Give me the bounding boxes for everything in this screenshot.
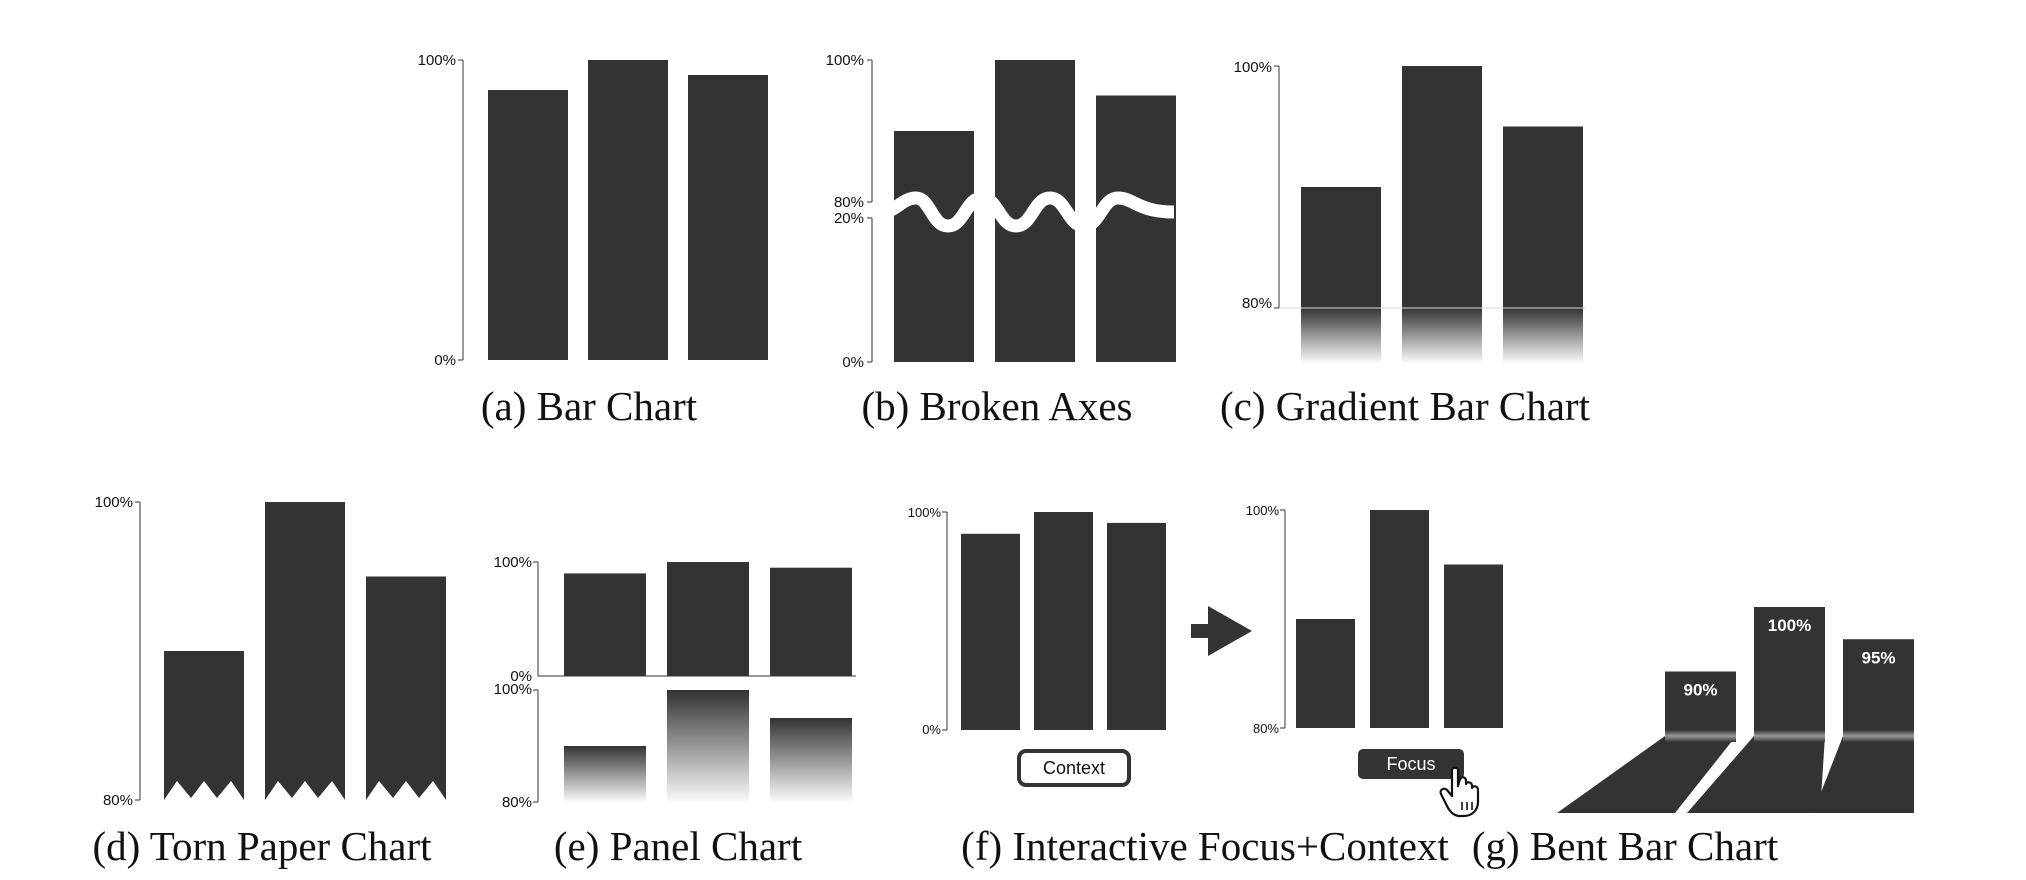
- tick-label: 80%: [103, 792, 133, 809]
- bars: [1296, 510, 1503, 728]
- tick-label: 80%: [834, 194, 864, 211]
- caption: (c) Gradient Bar Chart: [1220, 383, 1591, 429]
- bar: [1296, 619, 1355, 728]
- caption: (d) Torn Paper Chart: [92, 823, 432, 869]
- caption: (f) Interactive Focus+Context: [961, 823, 1449, 869]
- panel-g-bent-bar-chart: 90% 100% 95% (g) Bent Bar Chart: [1472, 607, 1914, 869]
- tick-label: 100%: [1234, 59, 1272, 76]
- arrow-right-icon: [1191, 606, 1252, 656]
- bars: [564, 562, 852, 802]
- tick-label: 100%: [418, 52, 456, 69]
- bar: [488, 90, 568, 360]
- bars: [1301, 66, 1583, 364]
- context-button[interactable]: Context: [1017, 749, 1131, 787]
- data-label: 90%: [1683, 681, 1717, 700]
- bar: [366, 576, 446, 800]
- panel-f-interactive-focus-context: 100% 0% Context 100% 80% Focus (f) Inter…: [908, 503, 1503, 869]
- bar: [1402, 66, 1482, 308]
- bar-upright: [1843, 639, 1914, 736]
- bar-upright: [1754, 607, 1825, 736]
- bar: [894, 131, 974, 362]
- panel-e-panel-chart: 100% 0% 100% 80% (e) Panel Chart: [494, 554, 856, 869]
- bar: [667, 562, 749, 676]
- bar: [1034, 512, 1093, 730]
- tick-label: 80%: [1253, 721, 1279, 736]
- bar-bent: [1687, 736, 1825, 813]
- caption: (e) Panel Chart: [554, 823, 803, 869]
- bar: [1503, 126, 1583, 308]
- tick-label: 0%: [510, 668, 532, 685]
- panel-b-broken-axes: 100% 80% 20% 0% (b) Broken Axes: [826, 52, 1176, 429]
- bar: [1107, 522, 1166, 730]
- context-button-label: Context: [1043, 758, 1105, 778]
- panel-c-gradient-bar-chart: 100% 80% (c) Gradient Bar Chart: [1220, 59, 1591, 429]
- tick-label: 100%: [826, 52, 864, 69]
- bar-gradient-stub: [1503, 308, 1583, 364]
- tick-label: 100%: [1246, 503, 1280, 518]
- tick-label: 80%: [1242, 295, 1272, 312]
- bar: [1301, 187, 1381, 308]
- focus-button[interactable]: Focus: [1358, 749, 1464, 779]
- bar-fold-highlight: [1665, 730, 1736, 742]
- tick-label: 20%: [834, 210, 864, 227]
- caption: (a) Bar Chart: [481, 383, 698, 429]
- bar: [770, 567, 852, 676]
- bars: [164, 502, 446, 800]
- tick-label: 100%: [494, 681, 532, 698]
- bar-fold-highlight: [1754, 730, 1825, 742]
- data-label: 95%: [1861, 648, 1895, 667]
- bar-bent: [1557, 736, 1736, 813]
- tick-label: 0%: [842, 354, 864, 371]
- bar: [688, 75, 768, 360]
- bar: [961, 533, 1020, 730]
- data-label: 100%: [1768, 616, 1811, 635]
- tick-label: 0%: [434, 352, 456, 369]
- bar: [1444, 564, 1503, 728]
- bar-gradient-stub: [1301, 308, 1381, 364]
- caption: (b) Broken Axes: [861, 383, 1132, 429]
- bar-gradient-stub: [1402, 308, 1482, 364]
- tick-label: 80%: [502, 794, 532, 811]
- bars: [488, 60, 768, 360]
- bar: [164, 651, 244, 800]
- bar: [667, 690, 749, 802]
- focus-button-label: Focus: [1386, 754, 1435, 774]
- tick-label: 0%: [922, 722, 941, 737]
- bar-upright: [1665, 671, 1736, 736]
- tick-label: 100%: [908, 505, 942, 520]
- bar-fold-highlight: [1843, 730, 1914, 742]
- axis-break-wave: [881, 191, 1175, 233]
- bar: [564, 573, 646, 676]
- tick-label: 100%: [494, 554, 532, 571]
- bars: 90% 100% 95%: [1557, 607, 1914, 813]
- hand-cursor-icon: [1439, 766, 1480, 818]
- bar: [1096, 95, 1176, 362]
- bar: [1370, 510, 1429, 728]
- tick-label: 100%: [95, 494, 133, 511]
- bar: [588, 60, 668, 360]
- bar: [770, 718, 852, 802]
- bar: [564, 746, 646, 802]
- panel-a-bar-chart: 100% 0% (a) Bar Chart: [418, 52, 768, 429]
- panel-d-torn-paper-chart: 100% 80% (d) Torn Paper Chart: [92, 494, 446, 869]
- bar: [265, 502, 345, 800]
- bars: [961, 512, 1166, 730]
- caption: (g) Bent Bar Chart: [1472, 823, 1779, 869]
- bar-bent: [1813, 736, 1914, 813]
